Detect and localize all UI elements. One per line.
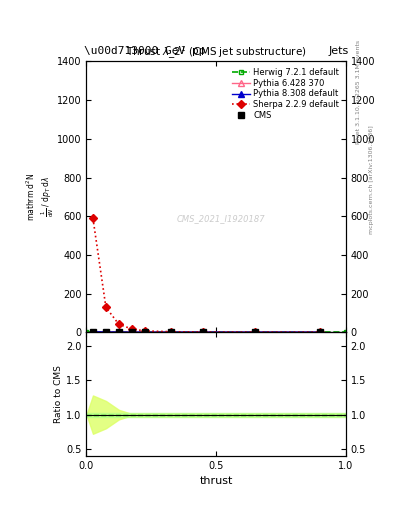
Sherpa 2.2.9 default [90,215,95,221]
Pythia 8.308 default [129,329,134,335]
Pythia 6.428 370 [142,329,147,335]
Pythia 6.428 370 [116,329,121,335]
CMS [104,329,108,335]
CMS [253,329,257,335]
Pythia 6.428 370 [169,329,173,335]
X-axis label: thrust: thrust [200,476,233,486]
Pythia 8.308 default [169,329,173,335]
Pythia 8.308 default [142,329,147,335]
Pythia 6.428 370 [318,329,322,335]
Sherpa 2.2.9 default [318,329,322,335]
Pythia 8.308 default [318,329,322,335]
Sherpa 2.2.9 default [253,329,257,335]
Text: CMS_2021_I1920187: CMS_2021_I1920187 [177,214,266,223]
Title: Thrust $\lambda\_2^1$ (CMS jet substructure): Thrust $\lambda\_2^1$ (CMS jet substruct… [126,45,307,61]
Pythia 8.308 default [253,329,257,335]
CMS [318,329,322,335]
Text: Jets: Jets [328,46,349,56]
CMS [169,329,173,335]
Sherpa 2.2.9 default [129,326,134,332]
Text: \u00d713000 GeV pp: \u00d713000 GeV pp [84,46,206,56]
CMS [129,329,134,335]
CMS [201,329,206,335]
Sherpa 2.2.9 default [142,328,147,334]
Pythia 6.428 370 [90,329,95,335]
Pythia 6.428 370 [253,329,257,335]
Pythia 8.308 default [116,329,121,335]
Y-axis label: mathrm d$^2$N
$\frac{1}{\mathrm{d}N}$ / $\mathrm{d}p_T\,\mathrm{d}\lambda$: mathrm d$^2$N $\frac{1}{\mathrm{d}N}$ / … [25,173,55,221]
Pythia 8.308 default [104,329,108,335]
Line: CMS: CMS [90,329,323,335]
CMS [142,329,147,335]
Pythia 8.308 default [90,329,95,335]
Y-axis label: Ratio to CMS: Ratio to CMS [55,365,63,423]
Text: Rivet 3.1.10, \u2265 3.1M events: Rivet 3.1.10, \u2265 3.1M events [356,40,361,144]
Text: mcplots.cern.ch [arXiv:1306.3436]: mcplots.cern.ch [arXiv:1306.3436] [369,125,375,233]
Line: Pythia 8.308 default: Pythia 8.308 default [90,329,323,335]
Pythia 6.428 370 [104,329,108,335]
Pythia 8.308 default [201,329,206,335]
Pythia 6.428 370 [129,329,134,335]
Sherpa 2.2.9 default [116,321,121,327]
CMS [116,329,121,335]
Sherpa 2.2.9 default [104,304,108,310]
Line: Pythia 6.428 370: Pythia 6.428 370 [90,329,323,335]
Pythia 6.428 370 [201,329,206,335]
Line: Sherpa 2.2.9 default: Sherpa 2.2.9 default [90,216,323,335]
Sherpa 2.2.9 default [201,329,206,335]
CMS [90,329,95,335]
Legend: Herwig 7.2.1 default, Pythia 6.428 370, Pythia 8.308 default, Sherpa 2.2.9 defau: Herwig 7.2.1 default, Pythia 6.428 370, … [229,66,342,122]
Sherpa 2.2.9 default [169,329,173,335]
